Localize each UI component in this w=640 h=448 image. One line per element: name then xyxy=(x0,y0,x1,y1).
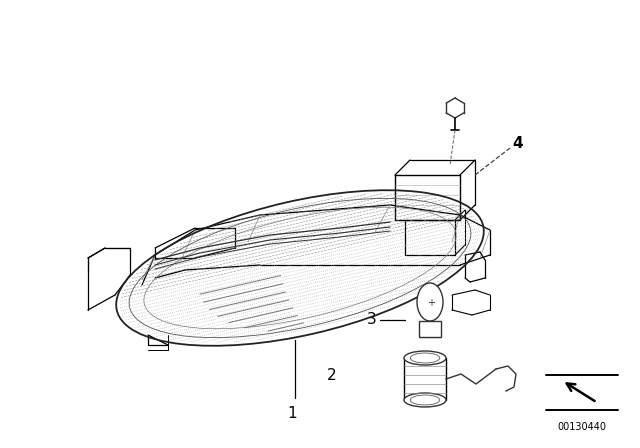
Text: 00130440: 00130440 xyxy=(557,422,607,432)
Ellipse shape xyxy=(404,351,446,365)
FancyBboxPatch shape xyxy=(419,321,441,337)
Text: 1: 1 xyxy=(287,405,297,421)
Ellipse shape xyxy=(404,393,446,407)
Text: 2: 2 xyxy=(327,367,337,383)
Text: 4: 4 xyxy=(513,135,524,151)
Ellipse shape xyxy=(417,283,443,321)
Text: 3: 3 xyxy=(367,313,377,327)
Text: +: + xyxy=(427,298,435,308)
